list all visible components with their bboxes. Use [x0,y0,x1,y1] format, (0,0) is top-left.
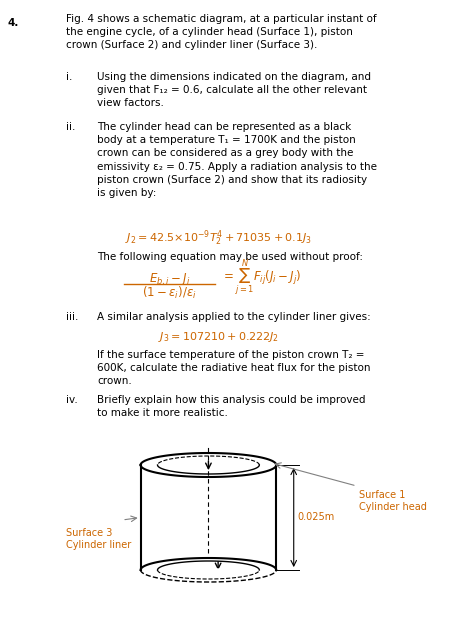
Text: Surface 1
Cylinder head: Surface 1 Cylinder head [359,490,427,512]
Text: $J_3 = 107210 + 0.222J_2$: $J_3 = 107210 + 0.222J_2$ [158,330,279,344]
Text: The cylinder head can be represented as a black
body at a temperature T₁ = 1700K: The cylinder head can be represented as … [97,122,377,198]
Text: Briefly explain how this analysis could be improved
to make it more realistic.: Briefly explain how this analysis could … [97,395,365,418]
Text: Surface 3
Cylinder liner: Surface 3 Cylinder liner [66,528,131,549]
Text: iii.: iii. [66,312,78,322]
Text: $= \sum_{j=1}^{N} F_{ij}(J_i - J_j)$: $= \sum_{j=1}^{N} F_{ij}(J_i - J_j)$ [221,258,302,298]
Text: The following equation may be used without proof:: The following equation may be used witho… [97,252,363,262]
Text: ii.: ii. [66,122,75,132]
Text: $(1-\varepsilon_i)/\varepsilon_i$: $(1-\varepsilon_i)/\varepsilon_i$ [143,285,197,301]
Text: iv.: iv. [66,395,78,405]
Text: $E_{b,i} - J_i$: $E_{b,i} - J_i$ [149,272,190,288]
Text: 0.025m: 0.025m [298,512,335,522]
Text: Fig. 4 shows a schematic diagram, at a particular instant of
the engine cycle, o: Fig. 4 shows a schematic diagram, at a p… [66,14,377,50]
Text: i.: i. [66,72,72,82]
Text: $J_2 = 42.5{\times}10^{-9}T_2^4 + 71035 + 0.1J_3$: $J_2 = 42.5{\times}10^{-9}T_2^4 + 71035 … [124,228,312,248]
Text: A similar analysis applied to the cylinder liner gives:: A similar analysis applied to the cylind… [97,312,371,322]
Text: If the surface temperature of the piston crown T₂ =
600K, calculate the radiativ: If the surface temperature of the piston… [97,350,370,386]
Text: Using the dimensions indicated on the diagram, and
given that F₁₂ = 0.6, calcula: Using the dimensions indicated on the di… [97,72,371,108]
Text: 4.: 4. [8,18,19,28]
